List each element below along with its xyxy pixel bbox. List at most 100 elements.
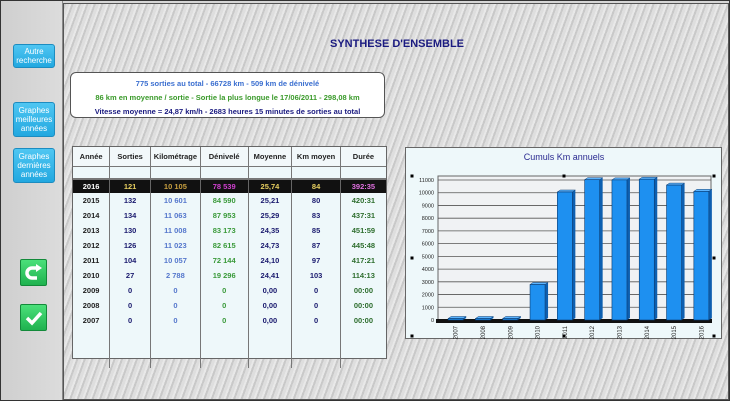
cell-kilometrage: 11 063 [149,208,201,223]
cell-annee: 2016 [73,179,110,193]
cell-duree: 00:00 [339,298,386,313]
cell-annee: 2012 [82,241,100,250]
validate-button[interactable] [20,304,47,331]
cell-denivele: 78 539 [199,179,249,193]
cell-kilometrage: 10 601 [149,193,201,208]
best-years-graphs-button[interactable]: Graphes meilleures années [13,102,55,137]
bar-2010 [529,284,546,321]
selection-handle [410,334,414,338]
bar-2009 [502,318,519,321]
column-header: Durée [339,147,386,167]
cell-denivele: 72 144 [199,253,249,268]
table-row[interactable]: 2015 132 10 601 84 590 25,21 80 420:31 [73,193,386,208]
bar-2011 [557,191,573,321]
cell-annee: 2014 [82,211,100,220]
bar-side [708,189,712,320]
empty-cell [247,328,292,368]
main-panel: SYNTHESE D'ENSEMBLE 775 sorties au total… [63,3,729,400]
cell-denivele: 0 [199,313,249,328]
column-header: Sorties [109,147,151,167]
chart-title: Cumuls Km annuels [524,152,605,162]
cell-annee: 2013 [82,226,100,235]
cell-moyenne: 24,10 [247,253,292,268]
x-tick-label: 2007 [454,325,460,339]
y-tick-label: 2000 [422,293,434,299]
table-row[interactable]: 2013 130 11 008 83 173 24,35 85 451:59 [73,223,386,238]
cell-km-moyen: 0 [291,313,341,328]
empty-cell [149,166,201,180]
yearly-stats-table: Année Sorties Kilométrage Dénivelé Moyenne Km… [72,146,387,368]
bar-2016 [693,191,710,321]
cell-annee: 2008 [82,301,100,310]
y-tick-label: 1000 [422,305,434,311]
cell-kilometrage: 0 [149,298,201,313]
checkmark-icon [25,311,42,326]
cell-kilometrage: 0 [149,313,201,328]
cell-denivele: 82 615 [199,238,249,253]
x-tick-label: 2012 [590,325,596,339]
table-row[interactable]: 2010 27 2 788 19 296 24,41 103 114:13 [73,268,386,283]
cell-kilometrage: 0 [149,283,201,298]
other-search-button[interactable]: Autre recherche [13,44,55,68]
table-row[interactable]: 2007 0 0 0 0,00 0 00:00 [73,313,386,328]
cell-moyenne: 25,21 [247,193,292,208]
bar-top [556,189,577,193]
cell-kilometrage: 2 788 [149,268,201,283]
cell-km-moyen: 84 [291,179,341,193]
table-row[interactable]: 2014 134 11 063 87 953 25,29 83 437:31 [73,208,386,223]
table-row[interactable]: 2008 0 0 0 0,00 0 00:00 [73,298,386,313]
bar-side [681,183,685,320]
cell-kilometrage: 11 008 [149,223,201,238]
cell-denivele: 19 296 [199,268,249,283]
cell-km-moyen: 87 [291,238,341,253]
cell-moyenne: 24,73 [247,238,292,253]
cell-annee: 2010 [82,271,100,280]
x-tick-label: 2010 [536,325,542,339]
selection-handle [562,174,566,178]
redo-button[interactable] [20,259,47,286]
cell-moyenne: 0,00 [247,283,292,298]
table-row[interactable]: 2016 121 10 105 78 539 25,74 84 392:35 [73,179,386,193]
cell-kilometrage: 10 057 [149,253,201,268]
table-row[interactable]: 2011 104 10 057 72 144 24,10 97 417:21 [73,253,386,268]
table-row[interactable]: 2012 126 11 023 82 615 24,73 87 445:48 [73,238,386,253]
x-tick-label: 2008 [481,325,487,339]
page-title: SYNTHESE D'ENSEMBLE [329,38,465,50]
cell-sorties: 0 [109,298,151,313]
cell-duree: 114:13 [339,268,386,283]
bar-2008 [475,318,491,321]
cell-sorties: 121 [109,179,151,193]
cell-kilometrage: 10 105 [149,179,201,193]
last-years-graphs-button[interactable]: Graphes dernières années [13,148,55,183]
x-tick-label: 2016 [699,325,705,339]
cell-km-moyen: 83 [291,208,341,223]
cell-sorties: 104 [109,253,151,268]
empty-cell [291,166,341,180]
empty-cell [339,166,386,180]
cell-denivele: 83 173 [199,223,249,238]
column-header: Km moyen [291,147,341,167]
y-tick-label: 10000 [419,191,434,197]
empty-cell [109,166,151,180]
y-tick-label: 4000 [422,267,434,273]
table-row[interactable]: 2009 0 0 0 0,00 0 00:00 [73,283,386,298]
y-tick-label: 0 [431,318,434,324]
cell-annee: 2011 [82,256,100,265]
summary-line-speed: Vitesse moyenne = 24,87 km/h - 2683 heur… [94,107,361,116]
cell-km-moyen: 0 [291,298,341,313]
column-header: Moyenne [247,147,292,167]
chart-svg: Cumuls Km annuels 0 1000 2000 3000 4000 5000 60… [410,152,716,339]
cell-duree: 445:48 [339,238,386,253]
cell-annee: 2009 [82,286,100,295]
bar-side [545,282,549,320]
cell-km-moyen: 103 [291,268,341,283]
redo-arrow-icon [24,263,42,280]
y-tick-label: 11000 [419,178,434,184]
selection-handle [410,256,414,260]
cell-sorties: 0 [109,313,151,328]
selection-handle [712,174,716,178]
empty-cell [247,166,292,180]
y-tick-label: 9000 [422,203,434,209]
selection-handle [562,334,566,338]
